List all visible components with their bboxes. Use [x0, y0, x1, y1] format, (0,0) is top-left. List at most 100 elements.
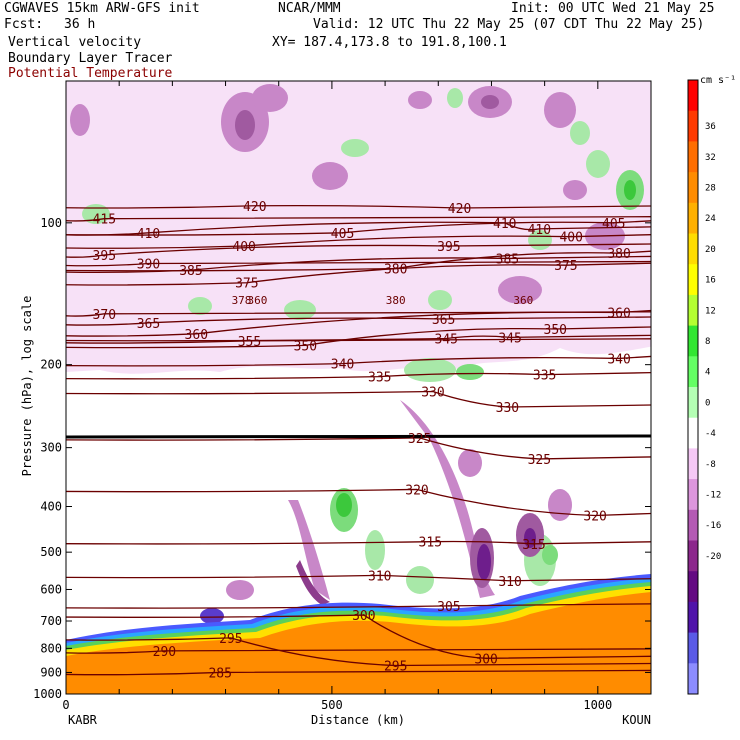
y-tick-label: 800 — [40, 641, 62, 655]
colorbar-swatch — [688, 80, 698, 112]
colorbar-swatch — [688, 110, 698, 142]
vertical-velocity-shading — [66, 81, 651, 624]
theta-contour-315 — [66, 540, 651, 545]
theta-label-300: 300 — [352, 609, 375, 624]
colorbar: 36 32 28 24 20 16 12 8 4 0 -4 -8 -12 -16 -20 — [687, 79, 721, 695]
theta-contour-365 — [66, 316, 651, 326]
theta-contour-420 — [66, 204, 651, 209]
theta-label-400: 400 — [559, 231, 582, 246]
theta-contour-345 — [66, 334, 651, 342]
theta-contour-290 — [66, 648, 651, 654]
colorbar-level-label: 32 — [705, 153, 716, 163]
theta-label-315: 315 — [419, 536, 442, 551]
x-tick-label: 0 — [62, 698, 69, 712]
theta-label-380: 380 — [384, 262, 407, 277]
cross-section-endpoints: XY= 187.4,173.8 to 191.8,100.1 — [272, 35, 507, 50]
x-tick-label: 1000 — [583, 698, 612, 712]
colorbar-swatch — [688, 356, 698, 388]
colorbar-swatch — [688, 294, 698, 327]
colorbar-level-label: -12 — [705, 490, 721, 500]
theta-contour-325 — [66, 437, 651, 460]
theta-label-305: 305 — [437, 600, 460, 615]
field-boundary-tracer: Boundary Layer Tracer — [8, 51, 173, 66]
forecast-label: Fcst: — [4, 17, 44, 32]
theta-label-375: 375 — [554, 259, 577, 274]
colorbar-swatch — [688, 325, 698, 357]
theta-contour-385 — [66, 255, 651, 274]
forecast-hours: 36 h — [64, 17, 96, 32]
valid-time: Valid: 12 UTC Thu 22 May 25 (07 CDT Thu … — [313, 17, 705, 32]
colorbar-swatch — [688, 540, 698, 572]
theta-label-395: 395 — [93, 249, 116, 264]
theta-label-395: 395 — [437, 240, 460, 255]
colorbar-level-label: -16 — [705, 521, 721, 531]
theta-label-340: 340 — [331, 358, 354, 373]
theta-label-355: 355 — [238, 335, 261, 350]
x-axis-title: Distance (km) — [311, 713, 405, 727]
theta-contour-lines — [66, 204, 651, 676]
theta-label-410: 410 — [528, 223, 551, 238]
colorbar-swatch — [688, 141, 698, 173]
theta-label-320: 320 — [583, 510, 606, 525]
colorbar-swatch — [688, 172, 698, 204]
y-tick-label: 100 — [40, 216, 62, 230]
theta-label-360: 360 — [185, 328, 208, 343]
theta-label-285: 285 — [208, 666, 231, 681]
colorbar-swatch — [688, 448, 698, 480]
theta-label-345: 345 — [498, 331, 521, 346]
theta-label-420: 420 — [448, 202, 471, 217]
theta-label-400: 400 — [232, 240, 255, 255]
theta-label-415: 415 — [93, 213, 116, 228]
theta-label-340: 340 — [607, 352, 630, 367]
colorbar-level-label: 8 — [705, 337, 710, 347]
colorbar-level-label: 0 — [705, 398, 710, 408]
org-label: NCAR/MMM — [278, 1, 341, 16]
colorbar-level-label: -4 — [705, 429, 716, 439]
tropopause-label: 360 — [513, 294, 533, 307]
theta-contour-285 — [66, 669, 651, 676]
theta-label-385: 385 — [179, 264, 202, 279]
tropopause-label: 378 — [232, 294, 252, 307]
theta-label-330: 330 — [421, 385, 444, 400]
colorbar-level-label: 28 — [705, 183, 716, 193]
colorbar-frame — [687, 79, 699, 695]
colorbar-level-label: 20 — [705, 245, 716, 255]
theta-label-365: 365 — [432, 313, 455, 328]
theta-label-365: 365 — [137, 317, 160, 332]
theta-label-345: 345 — [435, 333, 458, 348]
distance-axis: 0 500 1000 — [62, 81, 652, 712]
colorbar-level-label: 24 — [705, 214, 716, 224]
theta-contour-340 — [66, 355, 651, 367]
colorbar-swatch — [688, 601, 698, 634]
theta-contour-375 — [66, 262, 651, 286]
y-tick-label: 900 — [40, 665, 62, 679]
x-tick-label: 500 — [321, 698, 343, 712]
theta-label-315: 315 — [522, 538, 545, 553]
theta-label-350: 350 — [294, 339, 317, 354]
tropopause-label: 380 — [386, 294, 406, 307]
theta-label-380: 380 — [607, 247, 630, 262]
theta-contour-390 — [66, 260, 651, 267]
theta-label-325: 325 — [408, 432, 431, 447]
right-station-label: KOUN — [622, 713, 651, 727]
theta-label-410: 410 — [137, 227, 160, 242]
theta-contour-370 — [66, 311, 651, 317]
theta-label-295: 295 — [384, 660, 407, 675]
theta-label-330: 330 — [496, 401, 519, 416]
theta-contour-300 — [66, 614, 651, 659]
theta-label-375: 375 — [235, 277, 258, 292]
theta-label-310: 310 — [368, 569, 391, 584]
model-title: CGWAVES 15km ARW-GFS init — [4, 1, 200, 16]
theta-contour-395 — [66, 243, 651, 258]
field-potential-temperature: Potential Temperature — [8, 66, 173, 81]
theta-label-325: 325 — [528, 453, 551, 468]
y-tick-label: 300 — [40, 441, 62, 455]
theta-label-370: 370 — [93, 308, 116, 323]
theta-label-300: 300 — [474, 652, 497, 667]
theta-label-290: 290 — [153, 645, 176, 660]
theta-label-360: 360 — [607, 307, 630, 322]
colorbar-level-label: -20 — [705, 552, 721, 562]
colorbar-level-label: 4 — [705, 368, 710, 378]
colorbar-swatch — [688, 632, 698, 664]
